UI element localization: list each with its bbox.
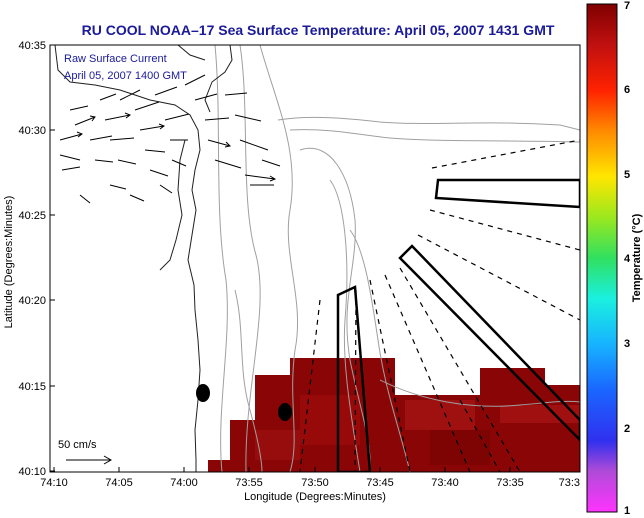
y-tick-label: 40:20 [18,295,46,307]
surface-current-vectors [59,74,281,204]
y-tick-label: 40:15 [18,381,46,393]
x-tick-label: 73:55 [235,477,263,489]
colorbar-tick: 3 [624,338,630,350]
y-axis-label: Latitude (Degrees:Minutes) [3,196,15,329]
y-tick-label: 40:30 [18,125,46,137]
coastline [54,45,233,472]
colorbar-label: Temperature (°C) [631,213,643,302]
colorbar-tick: 5 [624,169,630,181]
line-polygons [336,178,580,472]
map-panel [49,44,581,473]
x-tick-label: 73:50 [301,477,329,489]
station-marker-2 [278,403,292,421]
x-tick-labels: 74:10 74:05 74:00 73:55 73:50 73:45 73:4… [40,477,580,489]
x-tick-label: 74:10 [40,477,68,489]
x-tick-label: 73:35 [496,477,524,489]
x-tick-label: 73:45 [366,477,394,489]
legend-title: Raw Surface Current [64,53,167,65]
scale-arrow [66,455,113,465]
y-tick-label: 40:10 [18,466,46,478]
station-marker-1 [196,384,210,402]
colorbar-tick: 7 [624,0,630,12]
bathymetry-contours [214,45,580,472]
y-tick-label: 40:35 [18,40,46,52]
colorbar-tick: 2 [624,423,630,435]
figure-title: RU COOL NOAA–17 Sea Surface Temperature:… [82,22,555,38]
x-axis-label: Longitude (Degrees:Minutes) [244,491,386,503]
x-tick-label: 73:3 [559,477,580,489]
y-tick-label: 40:25 [18,210,46,222]
scale-label: 50 cm/s [58,439,97,451]
colorbar: 7 6 5 4 3 2 1 Temperature (°C) [586,0,643,517]
dashed-radials [299,139,580,472]
legend-date: April 05, 2007 1400 GMT [64,70,187,82]
colorbar-tick: 6 [624,84,630,96]
colorbar-tick: 1 [624,505,630,517]
sst-field [208,358,580,472]
x-tick-label: 73:40 [431,477,459,489]
x-tick-label: 74:00 [170,477,198,489]
x-tick-label: 74:05 [105,477,133,489]
y-tick-labels: 40:35 40:30 40:25 40:20 40:15 40:10 [18,40,46,478]
colorbar-tick: 4 [624,253,631,265]
